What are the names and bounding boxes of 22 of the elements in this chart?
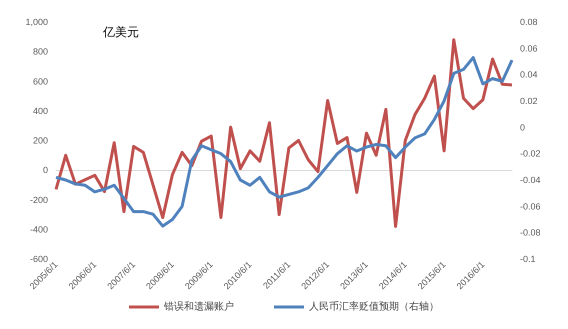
y2-tick-label: -0.04 [520, 175, 541, 185]
y2-tick-label: -0.02 [520, 148, 541, 159]
y-tick-label: 1,000 [25, 17, 48, 27]
legend-label: 人民币汇率贬值预期（右轴） [309, 300, 439, 312]
y-tick-label: -200 [30, 194, 48, 205]
y2-tick-label: 0.04 [520, 70, 538, 80]
y-tick-label: 200 [32, 136, 48, 146]
y2-tick-label: 0.06 [520, 43, 538, 54]
y-tick-label: -600 [30, 254, 48, 264]
y-axis-title: 亿美元 [102, 25, 139, 39]
legend-label: 错误和遗漏账户 [163, 300, 234, 312]
y-tick-label: 600 [32, 76, 48, 86]
y-tick-label: 800 [32, 46, 48, 57]
y2-tick-label: -0.08 [520, 228, 541, 238]
y2-tick-label: 0 [520, 122, 526, 132]
y2-tick-label: 0.08 [520, 17, 538, 27]
y2-tick-label: -0.06 [520, 201, 541, 212]
y-tick-label: -400 [30, 224, 48, 234]
y2-tick-label: 0.02 [520, 96, 538, 106]
y-tick-label: 400 [32, 106, 48, 116]
y-tick-label: 0 [42, 165, 48, 176]
y2-tick-label: -0.1 [520, 254, 536, 264]
